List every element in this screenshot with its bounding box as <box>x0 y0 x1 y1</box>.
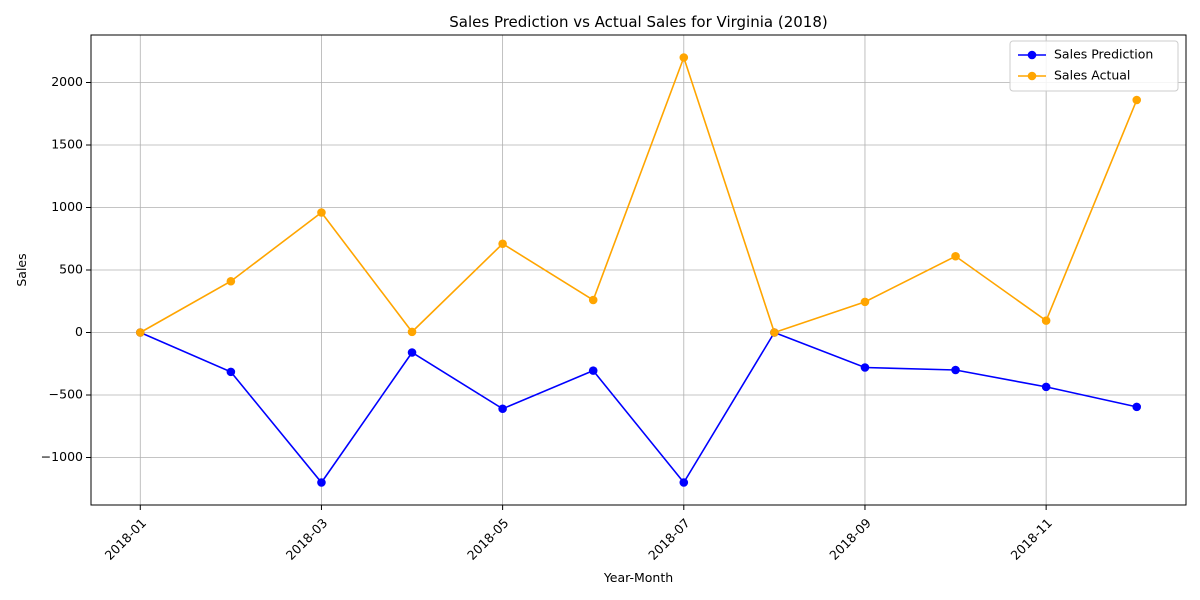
x-tick-label: 2018-09 <box>826 515 874 563</box>
x-axis-ticks: 2018-01 2018-03 2018-05 2018-07 2018-09 2018-… <box>102 505 1055 563</box>
x-tick-label: 2018-03 <box>283 515 331 563</box>
y-tick-label: 1000 <box>51 199 83 214</box>
y-tick-label: 500 <box>59 262 83 277</box>
data-point <box>1132 95 1142 105</box>
data-point <box>226 367 236 377</box>
legend-entry: Sales Prediction <box>1018 47 1153 62</box>
x-tick-label: 2018-11 <box>1008 515 1056 563</box>
data-point <box>1132 402 1142 412</box>
legend-label: Sales Prediction <box>1054 47 1153 62</box>
grid <box>91 35 1186 505</box>
data-point <box>407 348 417 357</box>
chart-title: Sales Prediction vs Actual Sales for Vir… <box>449 13 828 31</box>
data-point <box>951 365 960 375</box>
legend-box <box>1009 40 1179 92</box>
data-point <box>135 328 145 337</box>
data-point <box>498 404 507 414</box>
data-point <box>226 276 236 286</box>
y-axis-ticks: −1000 −500 0 500 1000 1500 2000 <box>41 74 91 464</box>
legend: Sales Prediction Sales Actual <box>1009 40 1179 92</box>
y-tick-label: −500 <box>49 387 83 402</box>
legend-marker <box>1027 50 1037 60</box>
data-point <box>317 208 326 217</box>
data-point <box>1041 382 1051 392</box>
data-point <box>1041 316 1051 325</box>
y-tick-label: −1000 <box>41 449 83 464</box>
legend-marker <box>1027 71 1037 81</box>
data-point <box>860 297 870 307</box>
series-layer <box>135 53 1142 487</box>
x-axis-label: Year-Month <box>603 570 673 585</box>
data-point <box>407 327 417 337</box>
data-point <box>498 239 507 249</box>
series-sales-prediction <box>135 328 1142 487</box>
data-point <box>860 363 870 372</box>
data-point <box>317 478 326 487</box>
series-line <box>139 331 1137 484</box>
x-tick-label: 2018-01 <box>102 515 150 563</box>
data-point <box>770 328 779 337</box>
y-tick-label: 0 <box>75 324 83 339</box>
y-axis-label: Sales <box>14 253 29 286</box>
x-tick-label: 2018-07 <box>645 515 693 563</box>
data-point <box>679 478 689 487</box>
y-tick-label: 2000 <box>51 74 83 89</box>
series-sales-actual <box>135 53 1142 337</box>
data-point <box>588 366 598 375</box>
x-tick-label: 2018-05 <box>464 515 512 563</box>
legend-entry: Sales Actual <box>1018 68 1130 83</box>
data-point <box>951 251 960 261</box>
y-tick-label: 1500 <box>51 137 83 152</box>
legend-label: Sales Actual <box>1054 68 1130 83</box>
series-line <box>139 55 1138 334</box>
data-point <box>588 295 598 305</box>
data-point <box>679 53 689 62</box>
